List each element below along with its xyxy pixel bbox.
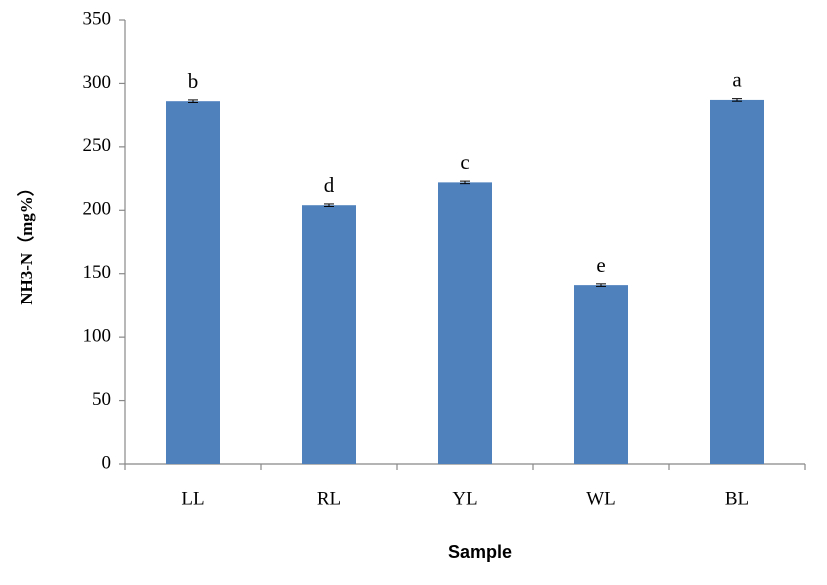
y-tick-label: 50	[92, 389, 111, 410]
significance-letter: d	[324, 173, 335, 197]
significance-letter: b	[188, 69, 199, 93]
x-axis-label: Sample	[448, 542, 512, 562]
x-tick-label: RL	[317, 488, 341, 509]
error-bar	[732, 98, 742, 102]
bar	[574, 285, 628, 464]
y-tick-label: 200	[83, 199, 112, 220]
bar	[302, 205, 356, 464]
y-axis-label: NH3-N（mg%）	[16, 179, 36, 305]
y-tick-label: 350	[83, 8, 112, 29]
x-tick-label: BL	[725, 488, 749, 509]
error-bar	[460, 180, 470, 185]
y-tick-label: 100	[83, 326, 112, 347]
significance-letter: e	[596, 253, 605, 277]
y-tick-label: 250	[83, 135, 112, 156]
y-tick-label: 300	[83, 72, 112, 93]
bar	[710, 99, 764, 465]
x-tick-label: WL	[586, 488, 616, 509]
x-tick-label: YL	[452, 488, 477, 509]
y-tick-label: 0	[102, 452, 112, 473]
significance-letter: c	[460, 150, 469, 174]
bar	[166, 101, 220, 464]
error-bar	[324, 203, 334, 207]
significance-letter: a	[732, 68, 742, 92]
x-tick-label: LL	[181, 488, 204, 509]
y-tick-label: 150	[83, 262, 112, 283]
bar	[438, 182, 492, 464]
error-bar	[596, 283, 606, 287]
error-bar	[188, 99, 198, 103]
